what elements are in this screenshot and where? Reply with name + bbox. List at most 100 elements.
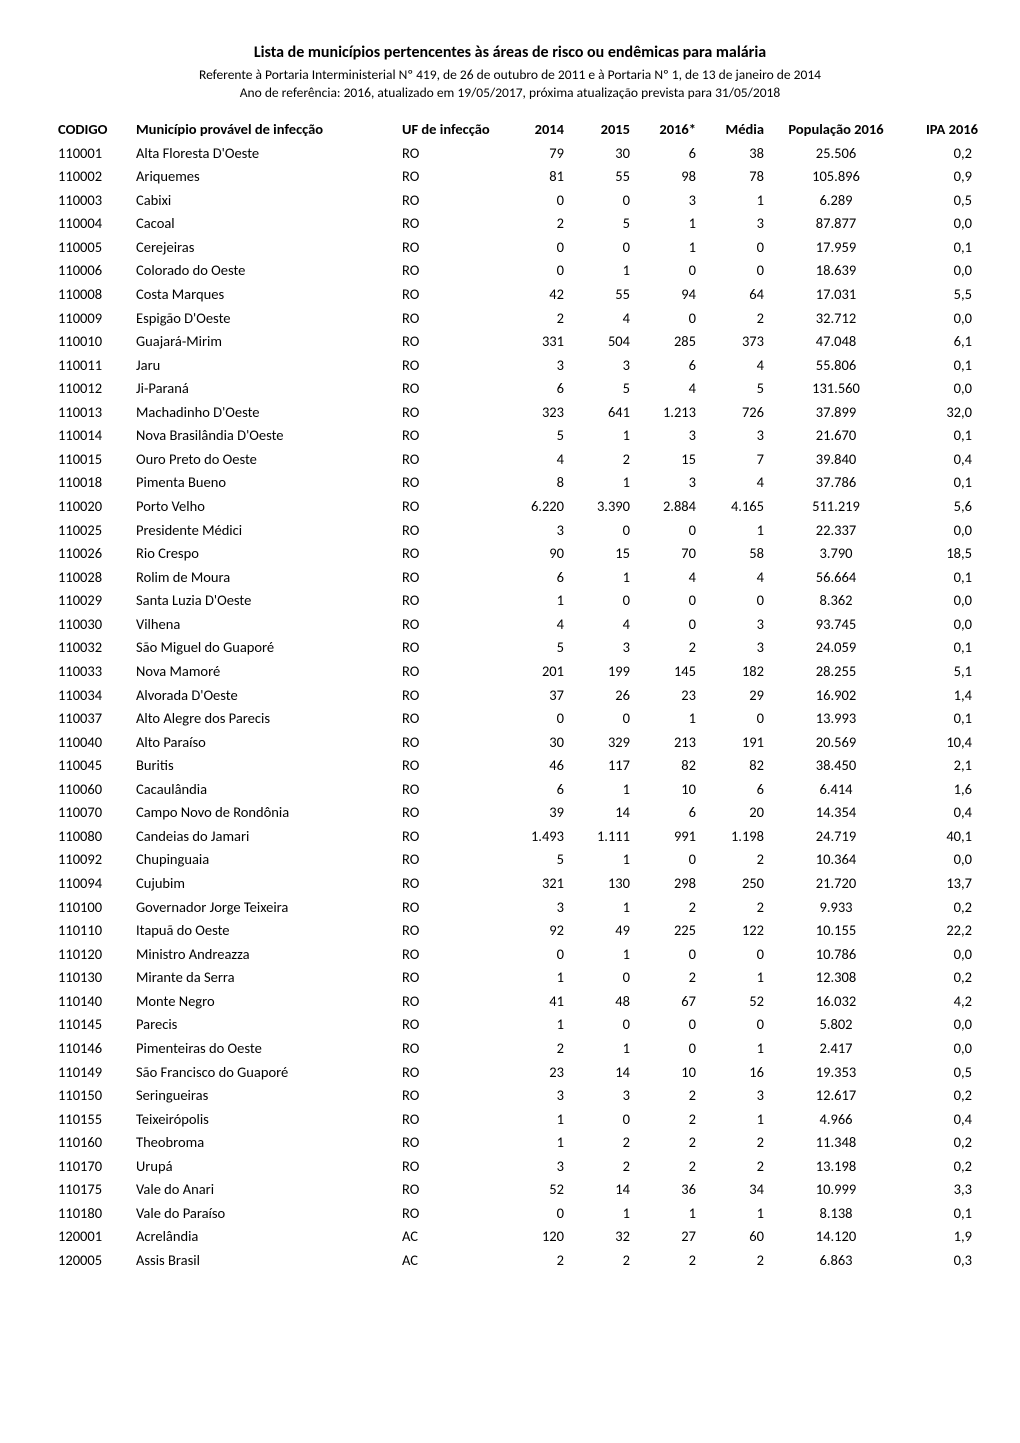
cell-uf: RO xyxy=(396,966,504,990)
cell-codigo: 110175 xyxy=(52,1178,130,1202)
cell-2016s: 36 xyxy=(636,1178,702,1202)
cell-2016s: 298 xyxy=(636,872,702,896)
table-row: 110070Campo Novo de RondôniaRO391462014.… xyxy=(52,801,984,825)
cell-uf: AC xyxy=(396,1225,504,1249)
cell-media: 2 xyxy=(702,1155,770,1179)
cell-media: 1 xyxy=(702,519,770,543)
cell-2016s: 10 xyxy=(636,1061,702,1085)
cell-codigo: 110030 xyxy=(52,613,130,637)
cell-pop: 20.569 xyxy=(770,731,902,755)
cell-2016s: 1.213 xyxy=(636,401,702,425)
cell-media: 7 xyxy=(702,448,770,472)
cell-uf: RO xyxy=(396,754,504,778)
table-row: 110030VilhenaRO440393.7450,0 xyxy=(52,613,984,637)
table-row: 110028Rolim de MouraRO614456.6640,1 xyxy=(52,566,984,590)
cell-media: 5 xyxy=(702,377,770,401)
cell-municipio: Cujubim xyxy=(130,872,396,896)
cell-codigo: 110010 xyxy=(52,330,130,354)
cell-2016s: 2 xyxy=(636,1084,702,1108)
cell-uf: AC xyxy=(396,1249,504,1273)
cell-ipa: 0,3 xyxy=(902,1249,984,1273)
cell-media: 0 xyxy=(702,236,770,260)
cell-pop: 14.120 xyxy=(770,1225,902,1249)
cell-media: 0 xyxy=(702,259,770,283)
cell-2016s: 0 xyxy=(636,1013,702,1037)
cell-municipio: Candeias do Jamari xyxy=(130,825,396,849)
cell-pop: 131.560 xyxy=(770,377,902,401)
cell-municipio: Monte Negro xyxy=(130,990,396,1014)
cell-codigo: 120001 xyxy=(52,1225,130,1249)
cell-ipa: 0,0 xyxy=(902,1037,984,1061)
cell-2016s: 2 xyxy=(636,1249,702,1273)
cell-codigo: 110026 xyxy=(52,542,130,566)
cell-2014: 6 xyxy=(504,566,570,590)
cell-2015: 1 xyxy=(570,566,636,590)
cell-municipio: Porto Velho xyxy=(130,495,396,519)
cell-codigo: 110080 xyxy=(52,825,130,849)
cell-pop: 39.840 xyxy=(770,448,902,472)
cell-codigo: 110012 xyxy=(52,377,130,401)
cell-uf: RO xyxy=(396,707,504,731)
cell-pop: 21.720 xyxy=(770,872,902,896)
table-row: 110037Alto Alegre dos ParecisRO001013.99… xyxy=(52,707,984,731)
cell-2014: 4 xyxy=(504,613,570,637)
cell-2015: 1 xyxy=(570,471,636,495)
cell-pop: 8.362 xyxy=(770,589,902,613)
cell-2014: 1 xyxy=(504,966,570,990)
cell-2015: 1 xyxy=(570,1202,636,1226)
cell-pop: 22.337 xyxy=(770,519,902,543)
cell-2015: 0 xyxy=(570,1013,636,1037)
cell-2014: 39 xyxy=(504,801,570,825)
table-row: 110140Monte NegroRO4148675216.0324,2 xyxy=(52,990,984,1014)
cell-ipa: 0,4 xyxy=(902,448,984,472)
cell-2014: 3 xyxy=(504,354,570,378)
cell-2016s: 2 xyxy=(636,966,702,990)
cell-media: 3 xyxy=(702,636,770,660)
cell-pop: 6.414 xyxy=(770,778,902,802)
cell-2016s: 27 xyxy=(636,1225,702,1249)
cell-media: 3 xyxy=(702,212,770,236)
cell-uf: RO xyxy=(396,1084,504,1108)
cell-media: 34 xyxy=(702,1178,770,1202)
cell-codigo: 110015 xyxy=(52,448,130,472)
cell-ipa: 40,1 xyxy=(902,825,984,849)
table-row: 110130Mirante da SerraRO102112.3080,2 xyxy=(52,966,984,990)
table-header: CODIGO Município provável de infecção UF… xyxy=(52,118,984,142)
cell-ipa: 0,5 xyxy=(902,189,984,213)
cell-municipio: Vale do Paraíso xyxy=(130,1202,396,1226)
cell-2015: 0 xyxy=(570,589,636,613)
cell-uf: RO xyxy=(396,1178,504,1202)
cell-ipa: 0,0 xyxy=(902,377,984,401)
cell-ipa: 0,5 xyxy=(902,1061,984,1085)
cell-2016s: 2 xyxy=(636,1131,702,1155)
cell-uf: RO xyxy=(396,424,504,448)
cell-ipa: 0,0 xyxy=(902,848,984,872)
table-row: 110040Alto ParaísoRO3032921319120.56910,… xyxy=(52,731,984,755)
cell-uf: RO xyxy=(396,589,504,613)
cell-municipio: Ouro Preto do Oeste xyxy=(130,448,396,472)
cell-ipa: 0,0 xyxy=(902,1013,984,1037)
cell-uf: RO xyxy=(396,1202,504,1226)
table-row: 110033Nova MamoréRO20119914518228.2555,1 xyxy=(52,660,984,684)
cell-pop: 56.664 xyxy=(770,566,902,590)
cell-municipio: Nova Mamoré xyxy=(130,660,396,684)
cell-uf: RO xyxy=(396,848,504,872)
cell-codigo: 110003 xyxy=(52,189,130,213)
cell-2014: 41 xyxy=(504,990,570,1014)
cell-media: 1 xyxy=(702,1108,770,1132)
cell-uf: RO xyxy=(396,330,504,354)
table-row: 110014Nova Brasilândia D'OesteRO513321.6… xyxy=(52,424,984,448)
table-row: 110009Espigão D'OesteRO240232.7120,0 xyxy=(52,307,984,331)
cell-codigo: 110170 xyxy=(52,1155,130,1179)
cell-pop: 32.712 xyxy=(770,307,902,331)
table-row: 110094CujubimRO32113029825021.72013,7 xyxy=(52,872,984,896)
cell-codigo: 110146 xyxy=(52,1037,130,1061)
cell-uf: RO xyxy=(396,448,504,472)
cell-municipio: Buritis xyxy=(130,754,396,778)
cell-ipa: 5,6 xyxy=(902,495,984,519)
cell-municipio: Pimenteiras do Oeste xyxy=(130,1037,396,1061)
cell-pop: 9.933 xyxy=(770,896,902,920)
cell-pop: 16.032 xyxy=(770,990,902,1014)
table-row: 110045BuritisRO46117828238.4502,1 xyxy=(52,754,984,778)
municipios-table: CODIGO Município provável de infecção UF… xyxy=(52,118,984,1273)
